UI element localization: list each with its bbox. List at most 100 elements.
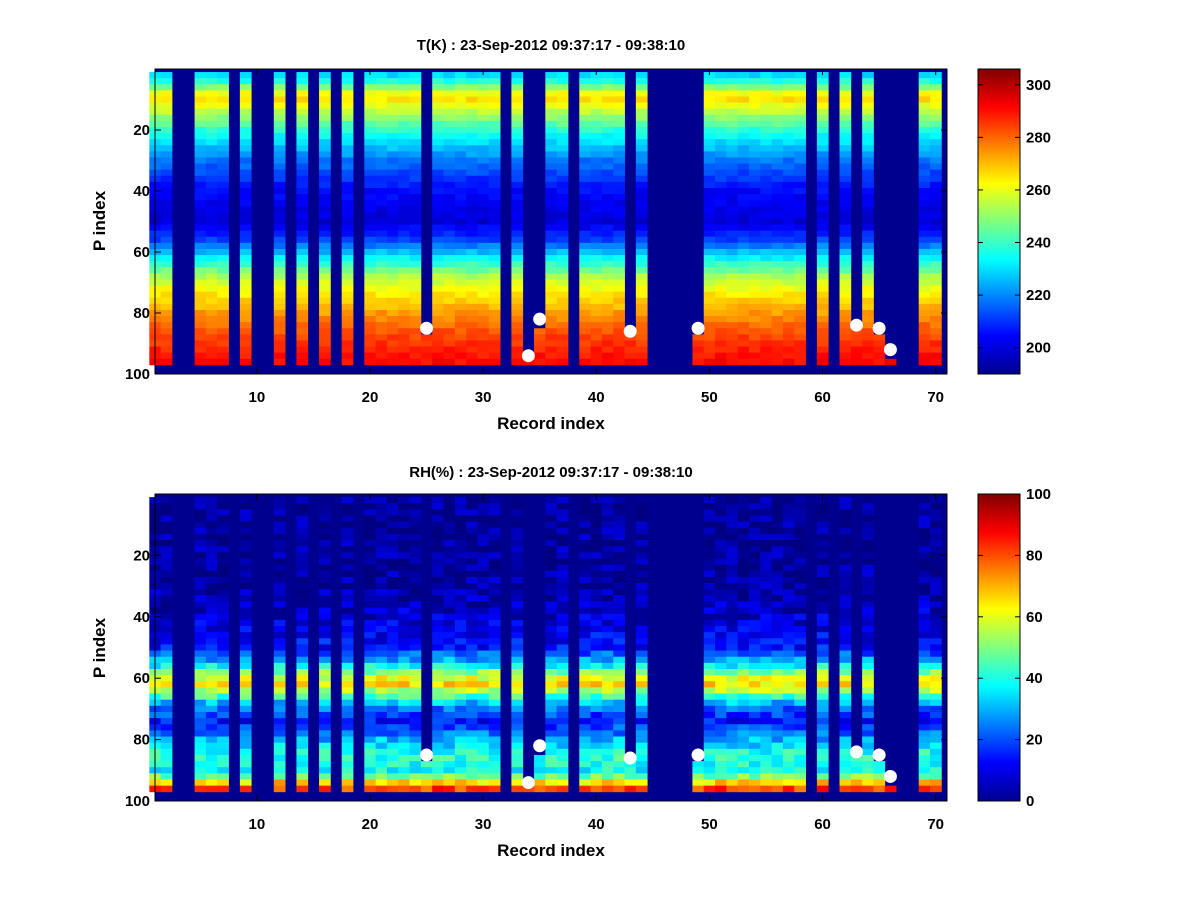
heat-cell [375, 675, 388, 682]
heat-cell [703, 675, 716, 682]
heat-cell [432, 503, 444, 510]
heat-cell [466, 718, 478, 725]
heat-cell [839, 601, 852, 608]
heat-cell [375, 730, 388, 737]
heat-cell [613, 261, 625, 268]
heat-cell [488, 668, 501, 676]
heat-cell [760, 163, 773, 171]
heat-cell [715, 570, 727, 578]
heat-cell [749, 340, 761, 347]
heat-cell [239, 358, 252, 366]
heat-cell [432, 754, 444, 762]
heat-cell [862, 576, 874, 584]
heat-cell [794, 218, 806, 225]
heat-cell [579, 267, 591, 274]
record-column-55 [760, 72, 773, 366]
heat-cell [466, 358, 478, 366]
heat-cell [737, 632, 750, 639]
heat-cell [635, 693, 648, 701]
heat-cell [545, 358, 558, 366]
heat-cell [613, 230, 625, 238]
heat-cell [160, 200, 173, 207]
heat-cell [205, 248, 218, 256]
record-column-69 [918, 497, 931, 793]
heat-cell [839, 72, 852, 79]
heat-cell [545, 589, 558, 596]
heat-cell [194, 267, 207, 274]
heat-cell [466, 72, 478, 79]
heat-cell [160, 546, 173, 553]
heat-cell [760, 114, 773, 122]
heat-cell [386, 711, 399, 719]
heat-cell [205, 279, 218, 286]
humidity-title: RH(%) : 23-Sep-2012 09:37:17 - 09:38:10 [409, 464, 692, 481]
heat-cell [319, 194, 331, 201]
heat-cell [601, 273, 614, 280]
heat-cell [217, 515, 229, 523]
heat-cell [443, 248, 456, 256]
heat-cell [918, 644, 931, 651]
heat-cell [839, 619, 852, 627]
heat-cell [816, 145, 829, 152]
heat-cell [635, 681, 648, 688]
heat-cell [771, 736, 784, 744]
heat-cell [296, 626, 309, 633]
heat-cell [930, 589, 942, 596]
heat-cell [409, 595, 422, 602]
heat-cell [862, 90, 874, 97]
heat-cell [273, 96, 286, 103]
heat-cell [273, 169, 286, 177]
heat-cell [511, 334, 524, 341]
heat-cell [771, 589, 784, 596]
heat-cell [364, 742, 377, 750]
heat-cell [703, 145, 716, 152]
heat-cell [839, 261, 852, 268]
heat-cell [217, 595, 229, 602]
heat-cell [296, 540, 309, 547]
heat-cell [432, 175, 444, 183]
heat-cell [715, 540, 727, 547]
heat-cell [273, 724, 286, 731]
heat-cell [930, 151, 942, 158]
heat-cell [635, 230, 648, 238]
heat-cell [771, 785, 784, 793]
heat-cell [386, 255, 399, 262]
heat-cell [364, 181, 377, 189]
heat-cell [511, 546, 524, 553]
heat-cell [341, 742, 354, 750]
heat-cell [398, 187, 410, 195]
heat-cell [635, 576, 648, 584]
heat-cell [466, 699, 478, 707]
heat-cell [782, 114, 795, 122]
heat-cell [239, 626, 252, 633]
heat-cell [217, 291, 229, 299]
heat-cell [862, 163, 874, 171]
record-column-2 [160, 497, 173, 793]
heat-cell [737, 675, 750, 682]
heat-cell [443, 668, 456, 676]
heat-cell [873, 779, 886, 787]
heat-cell [862, 139, 874, 146]
heat-cell [782, 742, 795, 750]
heat-cell [443, 711, 456, 719]
heat-cell [319, 656, 331, 664]
heat-cell [443, 102, 456, 110]
heat-cell [466, 151, 478, 158]
heat-cell [873, 761, 886, 768]
heat-cell [160, 273, 173, 280]
heat-cell [862, 273, 874, 280]
heat-cell [930, 90, 942, 97]
heat-cell [454, 497, 467, 504]
heat-cell [454, 656, 467, 664]
heat-cell [737, 261, 750, 268]
heat-cell [749, 656, 761, 664]
heat-cell [511, 626, 524, 633]
heat-cell [545, 711, 558, 719]
heat-cell [194, 711, 207, 719]
heat-cell [737, 656, 750, 664]
heat-cell [454, 145, 467, 152]
heat-cell [556, 206, 569, 213]
heat-cell [432, 742, 444, 750]
heat-cell [726, 114, 739, 122]
heat-cell [635, 626, 648, 633]
